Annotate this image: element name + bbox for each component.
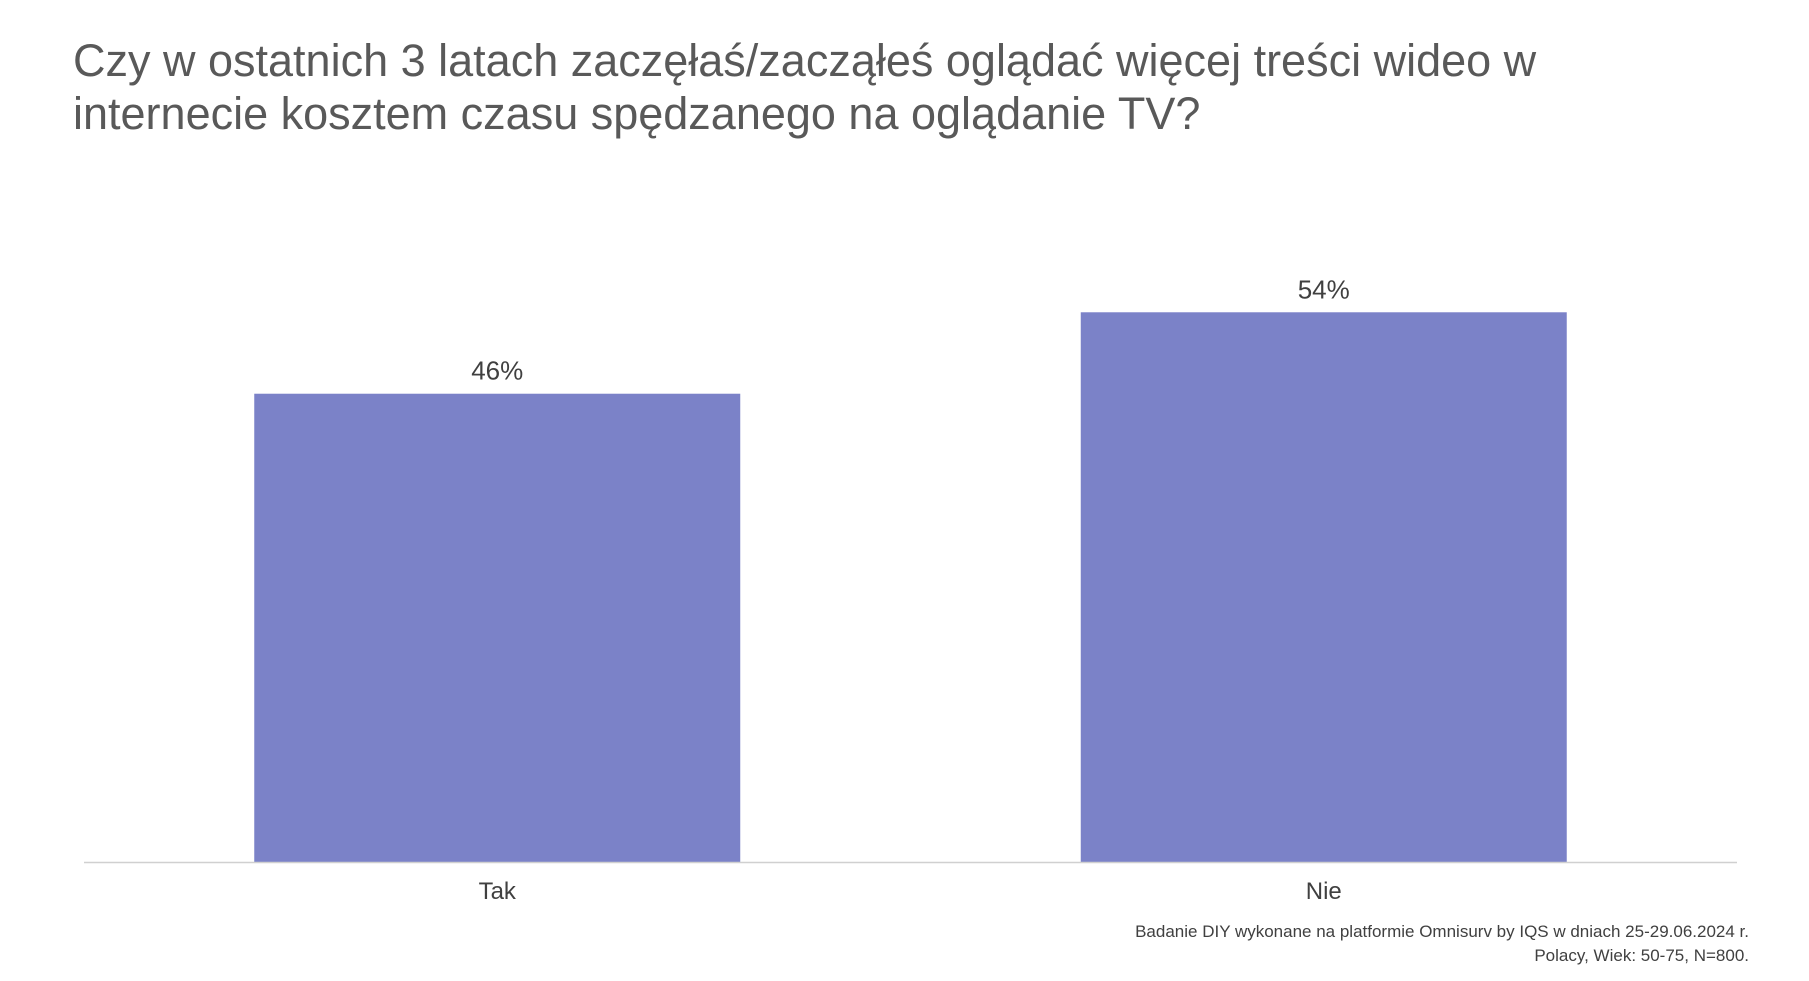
- source-line-2: Polacy, Wiek: 50-75, N=800.: [1534, 946, 1749, 965]
- category-label-tak: Tak: [479, 878, 517, 905]
- value-label-tak: 46%: [471, 356, 523, 386]
- bar-nie: [1080, 312, 1567, 862]
- chart-title: Czy w ostatnich 3 latach zaczęłaś/zaczął…: [73, 35, 1537, 139]
- source-note: Badanie DIY wykonane na platformie Omnis…: [1135, 920, 1749, 968]
- value-label-nie: 54%: [1298, 274, 1350, 304]
- source-line-1: Badanie DIY wykonane na platformie Omnis…: [1135, 922, 1749, 941]
- bar-tak: [254, 393, 741, 862]
- category-label-nie: Nie: [1306, 878, 1342, 905]
